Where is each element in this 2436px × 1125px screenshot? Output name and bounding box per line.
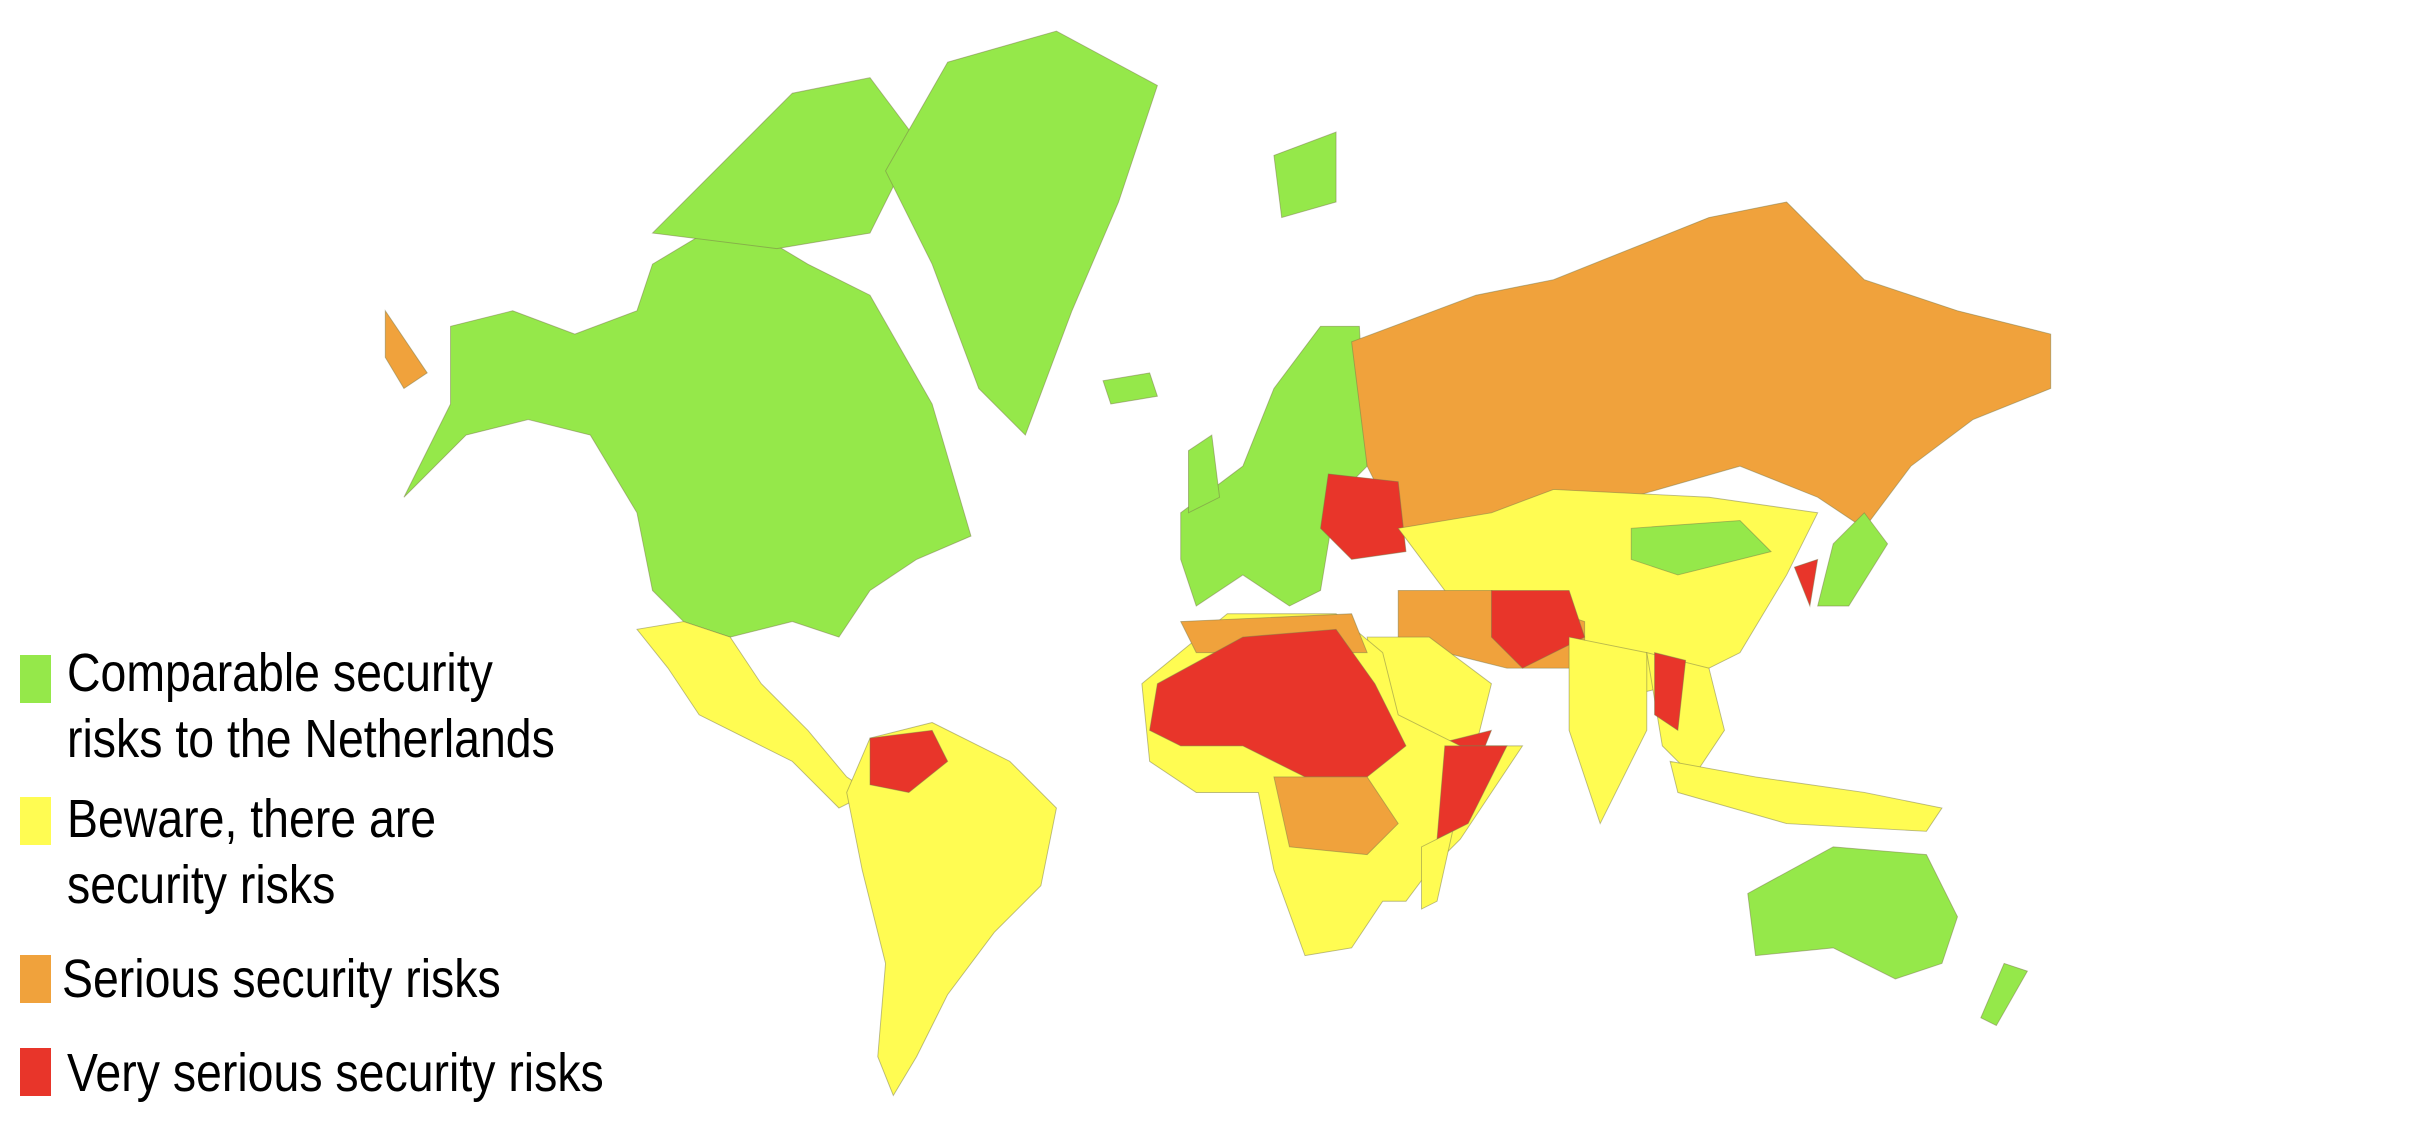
region-svalbard [1273,131,1337,219]
region-arctic-islands [651,77,918,250]
legend-label-line: Serious security risks [62,949,501,1009]
legend-label-line: security risks [67,855,336,915]
region-central-africa [1273,776,1399,856]
region-myanmar [1654,652,1687,732]
region-afghanistan-pakistan [1490,590,1586,669]
region-ukraine [1320,473,1407,560]
region-chukotka [384,309,428,390]
legend-swatch-red [20,1048,51,1096]
region-madagascar [1421,830,1454,910]
region-india [1568,636,1648,825]
region-somalia [1436,745,1508,840]
region-uk [1188,434,1221,514]
region-australia [1747,846,1959,980]
legend-label-line: Beware, there are [67,789,437,849]
region-indonesia [1669,760,1943,832]
legend-label: Very serious security risks [67,1040,604,1106]
region-russia [1351,201,2052,529]
legend-swatch-yellow [20,797,51,845]
region-central-america [636,621,871,809]
region-south-america [846,722,1057,1097]
legend-label-line: Comparable security [67,643,493,703]
region-mongolia [1630,520,1772,576]
region-new-zealand [1980,962,2029,1027]
legend-label-line: risks to the Netherlands [67,709,555,769]
legend-label: Serious security risks [62,946,501,1012]
legend-swatch-orange [20,955,51,1003]
region-greenland [885,30,1158,436]
legend-label-line: Very serious security risks [67,1043,604,1103]
region-venezuela [869,729,949,793]
region-iceland [1102,372,1159,405]
legend-label: Comparable security risks to the Netherla… [67,640,555,772]
region-japan [1817,512,1889,607]
region-north-korea [1793,558,1819,608]
region-north-america [403,216,972,638]
legend-label: Beware, there are security risks [67,786,436,918]
legend-swatch-green [20,655,51,703]
